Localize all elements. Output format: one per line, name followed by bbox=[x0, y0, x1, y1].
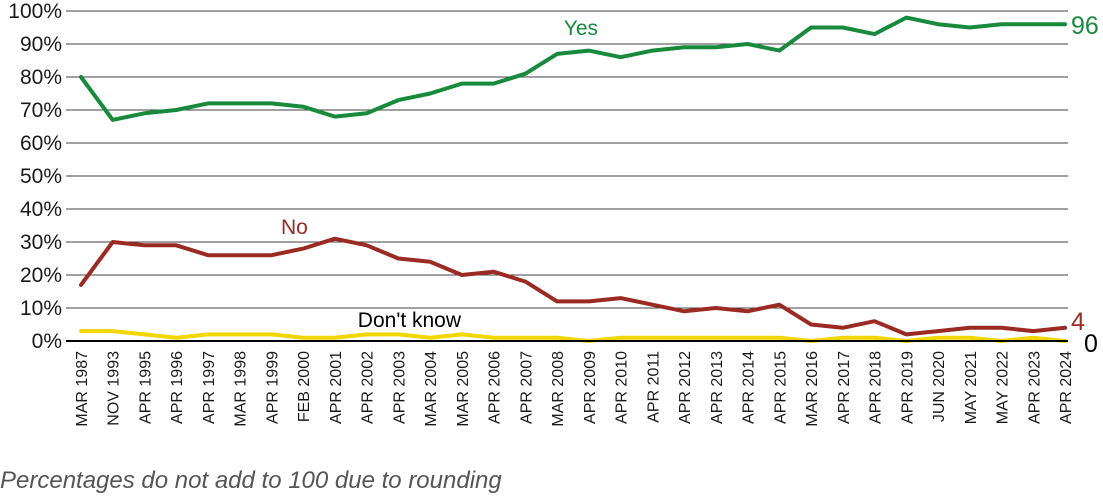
x-tick-label: APR 2007 bbox=[518, 351, 535, 424]
x-tick-label: APR 2002 bbox=[360, 351, 377, 424]
x-tick-label: MAR 2004 bbox=[423, 351, 440, 427]
series-label-don-t-know: Don't know bbox=[358, 309, 462, 332]
y-tick-label: 40% bbox=[20, 198, 62, 221]
x-tick-label: APR 1997 bbox=[201, 351, 218, 424]
footnote: Percentages do not add to 100 due to rou… bbox=[0, 467, 502, 494]
series-line-yes bbox=[79, 15, 1067, 122]
end-label-don-t-know: 0 bbox=[1084, 330, 1098, 358]
series-lines bbox=[79, 15, 1067, 343]
x-tick-label: MAY 2022 bbox=[995, 351, 1012, 424]
x-tick-label: APR 1999 bbox=[264, 351, 281, 424]
x-tick-label: APR 2017 bbox=[836, 351, 853, 424]
x-tick-label: MAR 1987 bbox=[74, 351, 91, 427]
x-tick-label: MAR 1998 bbox=[233, 351, 250, 427]
end-label-no: 4 bbox=[1071, 308, 1085, 336]
end-label-yes: 96 bbox=[1071, 12, 1099, 40]
x-tick-label: APR 2019 bbox=[899, 351, 916, 424]
x-tick-label: APR 2013 bbox=[709, 351, 726, 424]
y-tick-label: 20% bbox=[20, 264, 62, 287]
series-label-no: No bbox=[281, 216, 308, 239]
x-tick-label: APR 2011 bbox=[645, 351, 662, 423]
y-tick-label: 30% bbox=[20, 231, 62, 254]
x-tick-label: FEB 2000 bbox=[296, 351, 313, 422]
x-tick-label: APR 1996 bbox=[169, 351, 186, 424]
y-axis-tick-labels: 0% 10% 20% 30% 40% 50% 60% 70% 80% 90% 100% bbox=[8, 0, 62, 353]
x-tick-label: APR 2010 bbox=[614, 351, 631, 424]
x-tick-label: APR 2006 bbox=[487, 351, 504, 424]
series-label-yes: Yes bbox=[564, 17, 598, 40]
x-tick-label: MAR 2016 bbox=[804, 351, 821, 427]
y-tick-label: 100% bbox=[8, 0, 62, 23]
x-tick-label: APR 2001 bbox=[328, 351, 345, 424]
x-tick-label: APR 2012 bbox=[677, 351, 694, 424]
x-tick-label: APR 1995 bbox=[137, 351, 154, 424]
x-tick-label: APR 2014 bbox=[741, 351, 758, 424]
y-tick-label: 10% bbox=[20, 297, 62, 320]
x-tick-label: MAR 2008 bbox=[550, 351, 567, 427]
series-end-labels: 96 40 bbox=[1071, 12, 1099, 358]
x-tick-label: APR 2018 bbox=[868, 351, 885, 424]
x-tick-label: NOV 1993 bbox=[106, 351, 123, 426]
y-tick-label: 0% bbox=[32, 330, 62, 353]
x-tick-label: APR 2023 bbox=[1026, 351, 1043, 424]
x-tick-label: MAY 2021 bbox=[963, 351, 980, 424]
y-tick-label: 80% bbox=[20, 66, 62, 89]
x-tick-label: APR 2009 bbox=[582, 351, 599, 424]
x-tick-label: MAR 2005 bbox=[455, 351, 472, 427]
x-tick-label: APR 2003 bbox=[391, 351, 408, 424]
y-tick-label: 70% bbox=[20, 99, 62, 122]
x-tick-label: APR 2024 bbox=[1058, 351, 1075, 424]
y-tick-label: 60% bbox=[20, 132, 62, 155]
series-line-no bbox=[79, 236, 1067, 337]
x-tick-label: APR 2015 bbox=[772, 351, 789, 424]
x-tick-label: JUN 2020 bbox=[931, 351, 948, 422]
x-axis-tick-labels: MAR 1987 NOV 1993 APR 1995 APR 1996 APR 1997… bbox=[74, 351, 1075, 427]
series-labels: Yes No Don't know bbox=[281, 17, 598, 332]
y-tick-label: 50% bbox=[20, 165, 62, 188]
line-chart: 0% 10% 20% 30% 40% 50% 60% 70% 80% 90% 100% MAR 19… bbox=[8, 0, 1099, 427]
y-tick-label: 90% bbox=[20, 33, 62, 56]
gridlines bbox=[66, 10, 1068, 309]
